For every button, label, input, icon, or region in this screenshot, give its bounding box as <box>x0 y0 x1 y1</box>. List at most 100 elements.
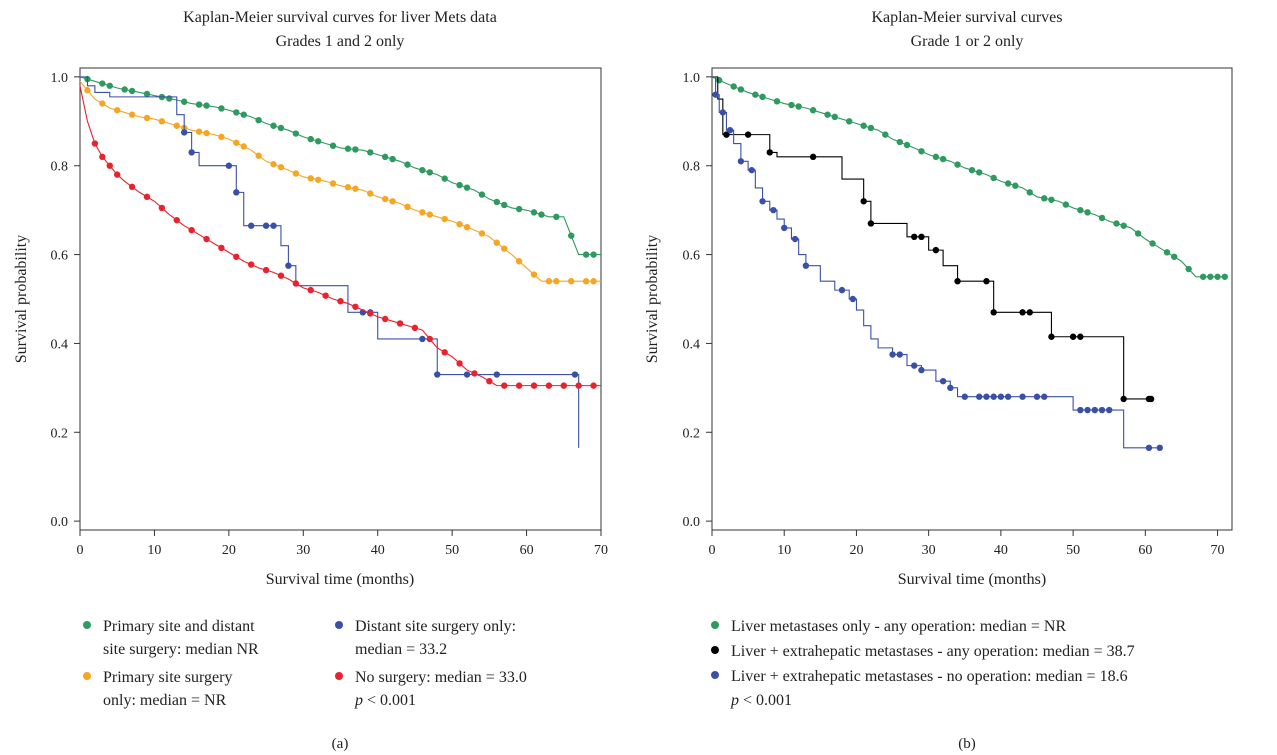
censor-point <box>218 244 225 252</box>
censor-point <box>143 114 151 122</box>
censor-point <box>1004 393 1012 400</box>
censor-point <box>307 175 314 182</box>
censor-point <box>1041 393 1048 400</box>
x-tick-label: 20 <box>849 543 863 558</box>
censor-point <box>344 145 352 152</box>
censor-point <box>990 174 997 182</box>
censor-point <box>730 83 737 90</box>
censor-point <box>1106 406 1113 414</box>
censor-point <box>262 266 270 274</box>
legend-item-text: Distant site surgery only: <box>355 618 516 635</box>
censor-point <box>860 122 867 129</box>
y-tick-label: 1.0 <box>683 71 701 86</box>
x-tick-label: 50 <box>1066 543 1080 558</box>
censor-point <box>575 382 582 389</box>
censor-point <box>493 239 500 246</box>
censor-point <box>203 235 210 243</box>
censor-point <box>426 211 434 218</box>
censor-point <box>867 124 875 132</box>
panel-a-title: Kaplan-Meier survival curves for liver M… <box>183 9 497 26</box>
censor-point <box>471 370 478 377</box>
censor-point <box>545 278 553 285</box>
censor-point <box>530 209 538 216</box>
legend-marker <box>335 621 343 629</box>
censor-point <box>990 309 997 316</box>
censor-point <box>744 131 752 138</box>
censor-point <box>1077 333 1084 340</box>
censor-point <box>367 310 374 317</box>
censor-point <box>726 126 734 134</box>
censor-point <box>322 292 329 299</box>
censor-point <box>188 226 195 234</box>
censor-point <box>723 131 730 138</box>
y-tick-label: 0.6 <box>683 249 701 264</box>
censor-point <box>501 245 508 252</box>
survival-curve <box>712 76 1160 449</box>
x-tick-label: 0 <box>77 543 84 558</box>
censor-point <box>1120 222 1127 229</box>
censor-point <box>1077 206 1084 214</box>
censor-point <box>954 161 961 168</box>
legend-item-text: median = 33.2 <box>355 641 447 658</box>
censor-point <box>1134 230 1142 237</box>
censor-point <box>270 161 277 168</box>
censor-point <box>456 221 463 228</box>
censor-point <box>173 216 180 224</box>
censor-point <box>712 91 719 98</box>
survival-curve <box>79 85 601 387</box>
censor-point <box>1084 406 1091 414</box>
censor-point <box>225 162 233 169</box>
x-tick-label: 40 <box>371 543 385 558</box>
legend-marker <box>83 621 91 629</box>
panel-a-x-axis: 0 10 20 30 40 50 60 70 <box>77 530 608 558</box>
censor-point <box>114 107 121 114</box>
censor-point <box>1199 273 1207 280</box>
censor-point <box>195 128 203 135</box>
censor-point <box>426 169 434 176</box>
censor-point <box>802 262 810 269</box>
censor-point <box>752 91 759 98</box>
censor-point <box>233 139 240 146</box>
censor-point <box>352 185 359 192</box>
censor-point <box>434 371 441 378</box>
censor-point <box>515 205 523 213</box>
legend-item-text: Liver + extrahepatic metastases - no ope… <box>731 668 1128 685</box>
censor-point <box>114 171 121 178</box>
censor-point <box>515 382 523 389</box>
censor-point <box>501 382 508 389</box>
censor-point <box>781 224 788 232</box>
censor-point <box>419 166 426 174</box>
censor-point <box>106 162 113 169</box>
y-tick-label: 0.6 <box>51 249 69 264</box>
censor-point <box>501 201 508 209</box>
censor-point <box>203 102 210 109</box>
censor-point <box>911 362 918 369</box>
censor-point <box>1214 273 1221 280</box>
censor-point <box>737 86 745 93</box>
censor-point <box>381 195 389 203</box>
censor-point <box>195 101 203 108</box>
censor-point <box>166 95 173 102</box>
censor-point <box>381 153 389 161</box>
x-tick-label: 20 <box>222 543 236 558</box>
censor-point <box>181 129 188 136</box>
censor-point <box>381 315 389 323</box>
x-tick-label: 40 <box>994 543 1008 558</box>
censor-point <box>1171 253 1178 260</box>
censor-point <box>932 153 940 161</box>
censor-point <box>262 222 270 229</box>
panel-a-subtitle: Grades 1 and 2 only <box>276 33 405 50</box>
censor-point <box>247 222 255 229</box>
censor-point <box>1019 393 1026 400</box>
censor-point <box>441 215 448 223</box>
censor-point <box>352 303 359 310</box>
censor-point <box>582 251 590 258</box>
legend-item-text: site surgery: median NR <box>103 641 259 658</box>
pvalue-label: p < 0.001 <box>730 692 792 709</box>
legend-item-text: Primary site and distant <box>103 618 255 635</box>
panel-b-subtitle: Grade 1 or 2 only <box>911 33 1024 50</box>
censor-point <box>889 351 896 358</box>
censor-point <box>419 335 426 343</box>
censor-point <box>590 382 597 389</box>
censor-point <box>1207 273 1214 280</box>
